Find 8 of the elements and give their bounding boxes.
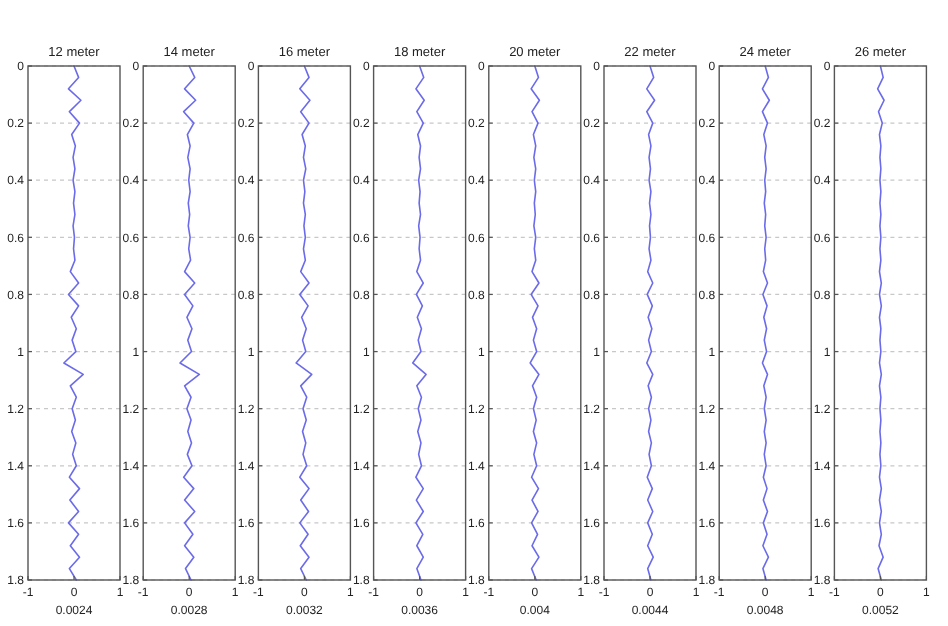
line-series [63, 65, 84, 581]
line-series [876, 65, 885, 581]
line-series [295, 65, 313, 581]
line-series [645, 65, 656, 581]
line-series [761, 65, 771, 581]
line-series [179, 65, 201, 581]
line-series [529, 65, 541, 581]
line-series [411, 65, 427, 581]
